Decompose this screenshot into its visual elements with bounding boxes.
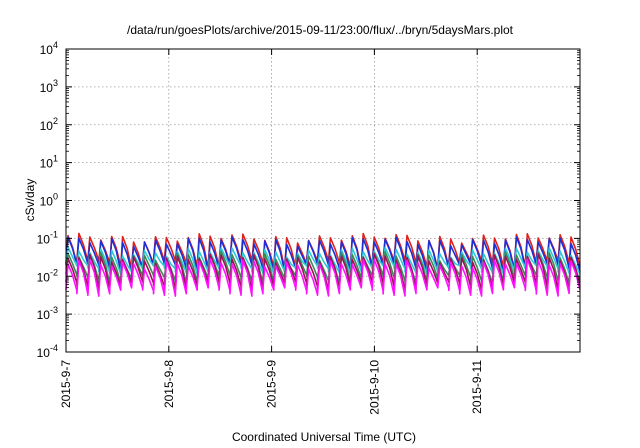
series-line-5 [65,258,581,297]
x-tick-label: 2015-9-11 [470,360,484,414]
x-tick-label: 2015-9-10 [367,360,381,415]
y-tick-label: 100 [40,192,58,209]
y-axis-label: cSv/day [23,179,37,222]
y-tick-label: 10-1 [37,229,58,246]
y-tick-label: 102 [40,116,58,133]
y-axis: 10-4 10-3 10-2 10-1 100 101 102 103 104 [37,40,580,360]
x-axis: 2015-9-7 2015-9-8 2015-9-9 2015-9-10 2015-9-… [59,49,484,415]
y-tick-label: 10-2 [37,267,58,284]
y-tick-label: 101 [40,154,58,171]
y-tick-label: 10-4 [37,343,58,360]
x-tick-label: 2015-9-8 [162,360,176,408]
series-group [65,232,581,297]
y-tick-label: 10-3 [37,305,58,322]
x-tick-label: 2015-9-9 [265,360,279,408]
x-axis-label: Coordinated Universal Time (UTC) [232,430,416,444]
chart-title: /data/run/goesPlots/archive/2015-09-11/2… [127,23,514,37]
grid [66,49,580,352]
y-tick-label: 104 [40,40,58,57]
x-tick-label: 2015-9-7 [59,360,73,408]
y-tick-label: 103 [40,78,58,95]
